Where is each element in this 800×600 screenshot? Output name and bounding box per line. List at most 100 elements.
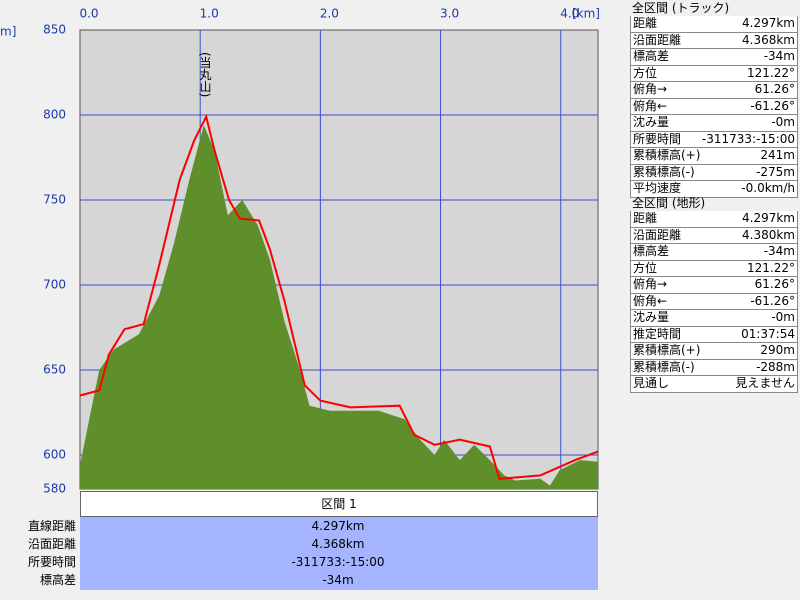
segment-header: 区間 1 xyxy=(80,491,598,517)
row-value: -0m xyxy=(771,310,795,324)
panel-row: 累積標高(+) 241m xyxy=(630,148,798,165)
row-label: 標高差 xyxy=(39,573,76,587)
row-label: 累積標高(-) xyxy=(633,359,695,374)
row-value: 61.26° xyxy=(754,277,795,291)
row-label: 標高差 xyxy=(633,244,670,258)
panel-row: 俯角← -61.26° xyxy=(630,293,798,310)
panel-title: 全区間 (トラック) xyxy=(632,1,730,15)
row-label: 平均速度 xyxy=(633,181,682,195)
row-label: 沿面距離 xyxy=(633,227,682,242)
row-value: -275m xyxy=(756,164,795,179)
segment-row: 沿面距離 4.368km xyxy=(0,535,600,553)
row-value: -0.0km/h xyxy=(741,181,795,195)
row-label: 推定時間 xyxy=(633,326,682,341)
row-value: -61.26° xyxy=(750,293,795,308)
row-value: 4.380km xyxy=(742,227,795,242)
row-label: 累積標高(+) xyxy=(633,148,701,162)
row-label: 俯角→ xyxy=(633,82,668,96)
row-value: 4.368km xyxy=(742,32,795,47)
row-value: -288m xyxy=(756,359,795,374)
row-value: -34m xyxy=(763,244,795,258)
panel-row: 平均速度 -0.0km/h xyxy=(630,181,798,198)
panel-row: 所要時間 -311733:-15:00 xyxy=(630,131,798,148)
row-value: 61.26° xyxy=(754,82,795,96)
panel-row: 累積標高(-) -275m xyxy=(630,164,798,181)
row-value: -34m xyxy=(322,573,354,587)
row-label: 標高差 xyxy=(633,49,670,63)
row-label: 沿面距離 xyxy=(27,537,76,551)
panel-row: 距離 4.297km xyxy=(630,16,798,33)
row-value: 121.22° xyxy=(747,65,795,80)
row-label: 所要時間 xyxy=(27,555,76,569)
x-tick-label: 0.0 xyxy=(79,7,98,21)
row-label: 俯角→ xyxy=(633,277,668,291)
row-value: 4.297km xyxy=(742,211,795,225)
x-unit: [km] xyxy=(572,7,600,21)
row-label: 距離 xyxy=(633,211,658,225)
row-value: 121.22° xyxy=(747,260,795,275)
panel-row: 累積標高(-) -288m xyxy=(630,359,798,376)
profile-chart: 0.0 1.0 2.0 3.0 4.0 580 600 650 700 750 800 850 [km]… xyxy=(0,7,600,590)
row-label: 沈み量 xyxy=(633,310,670,324)
row-value: 4.297km xyxy=(742,16,795,30)
row-value: 4.297km xyxy=(311,519,365,533)
y-tick-label: 800 xyxy=(43,108,66,122)
x-tick-label: 2.0 xyxy=(320,7,339,21)
panel-row: 沈み量 -0m xyxy=(630,115,798,132)
x-tick-label: 1.0 xyxy=(200,7,219,21)
row-label: 方位 xyxy=(633,65,658,80)
row-label: 俯角← xyxy=(633,98,668,113)
panel-row: 俯角← -61.26° xyxy=(630,98,798,115)
row-label: 距離 xyxy=(633,16,658,30)
row-label: 累積標高(-) xyxy=(633,164,695,179)
peak-label: (当丸山) xyxy=(198,52,212,98)
panel-row: 沿面距離 4.380km xyxy=(630,227,798,244)
row-value: -61.26° xyxy=(750,98,795,113)
x-tick-label: 4.0 xyxy=(560,7,579,21)
row-value: 290m xyxy=(760,343,795,357)
panel-row: 沈み量 -0m xyxy=(630,310,798,327)
row-label: 累積標高(+) xyxy=(633,343,701,357)
y-tick-label: 650 xyxy=(43,363,66,377)
panel-row: 距離 4.297km xyxy=(630,211,798,228)
y-tick-label: 750 xyxy=(43,193,66,207)
row-value: 見えません xyxy=(735,376,795,390)
row-value: -311733:-15:00 xyxy=(701,131,795,146)
panel-row: 標高差 -34m xyxy=(630,244,798,261)
segment-table-bg xyxy=(80,517,598,590)
summary-panel: 全区間 (トラック) 距離 4.297km 沿面距離 4.368km 標高差 -34m 方位 1… xyxy=(630,1,798,198)
row-value: -311733:-15:00 xyxy=(291,555,385,569)
summary-panel: 全区間 (地形) 距離 4.297km 沿面距離 4.380km 標高差 -34m 方位 121… xyxy=(630,196,798,393)
row-label: 所要時間 xyxy=(633,131,682,146)
row-label: 直線距離 xyxy=(27,519,76,533)
terrain-area xyxy=(80,125,598,489)
x-tick-label: 3.0 xyxy=(440,7,459,21)
panel-row: 方位 121.22° xyxy=(630,65,798,82)
panel-row: 俯角→ 61.26° xyxy=(630,277,798,294)
row-label: 方位 xyxy=(633,260,658,275)
row-label: 俯角← xyxy=(633,293,668,308)
panel-row: 推定時間 01:37:54 xyxy=(630,326,798,343)
segment-row: 直線距離 4.297km xyxy=(0,517,600,535)
row-label: 沿面距離 xyxy=(633,32,682,47)
row-value: -0m xyxy=(771,115,795,129)
panel-row: 標高差 -34m xyxy=(630,49,798,66)
track-line xyxy=(79,113,599,480)
panel-title: 全区間 (地形) xyxy=(632,196,706,210)
panel-row: 方位 121.22° xyxy=(630,260,798,277)
row-value: -34m xyxy=(763,49,795,63)
y-unit: m] xyxy=(0,25,16,39)
panel-row: 累積標高(+) 290m xyxy=(630,343,798,360)
panel-row: 見通し 見えません xyxy=(630,376,798,393)
segment-row: 所要時間 -311733:-15:00 xyxy=(0,553,600,571)
panel-row: 俯角→ 61.26° xyxy=(630,82,798,99)
row-value: 01:37:54 xyxy=(741,326,795,341)
y-tick-label: 850 xyxy=(43,23,66,37)
row-value: 241m xyxy=(760,148,795,162)
row-label: 見通し xyxy=(633,376,670,390)
y-tick-label: 700 xyxy=(43,278,66,292)
segment-row: 標高差 -34m xyxy=(0,571,600,589)
row-label: 沈み量 xyxy=(633,115,670,129)
panel-row: 沿面距離 4.368km xyxy=(630,32,798,49)
